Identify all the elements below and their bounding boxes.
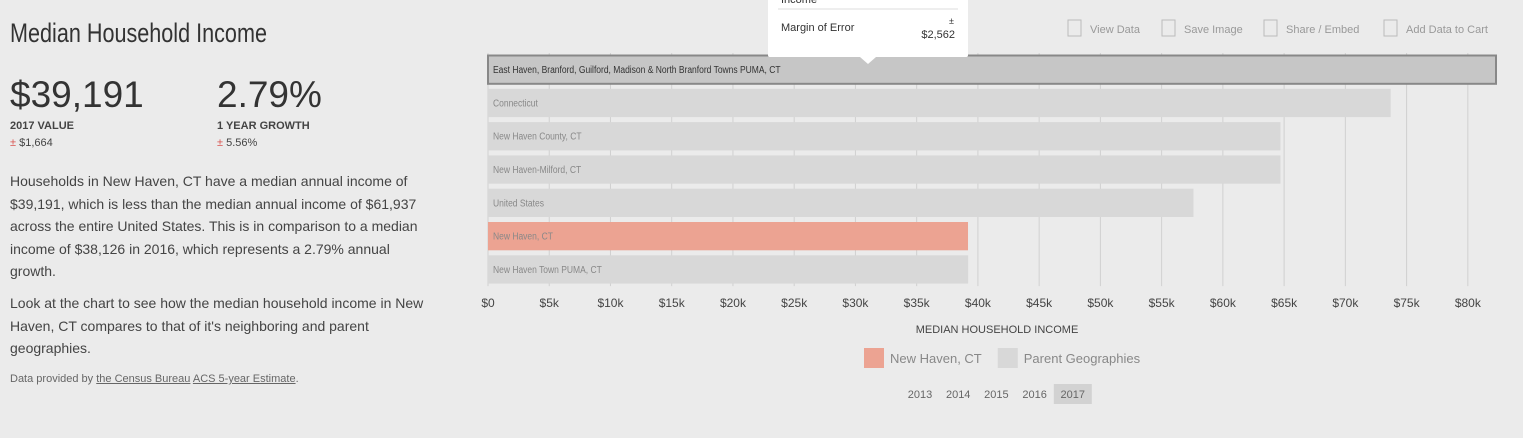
legend-swatch — [997, 348, 1018, 368]
paragraph: Households in New Haven, CT have a media… — [10, 173, 418, 280]
x-tick-label: $80k — [1455, 296, 1482, 310]
tooltip — [768, 0, 968, 57]
toolbar-icon — [1383, 19, 1398, 37]
x-tick-label: $55k — [1149, 296, 1176, 310]
bar — [488, 255, 969, 284]
toolbar-icon — [1067, 19, 1082, 37]
stat: $39,191 2017 VALUE ± $1,664 — [10, 74, 144, 149]
year-button[interactable]: 2013 — [908, 389, 932, 401]
year-button[interactable]: 2014 — [946, 389, 970, 401]
x-tick-label: $75k — [1394, 296, 1421, 310]
year-button[interactable]: 2017 — [1061, 389, 1085, 401]
bar — [487, 54, 1497, 85]
x-tick-label: $35k — [904, 296, 931, 310]
bar-label: New Haven Town PUMA, CT — [493, 264, 602, 275]
toolbar-icon — [1161, 19, 1176, 37]
tooltip-plus-minus: ± — [949, 16, 954, 26]
x-tick-label: $40k — [965, 296, 992, 310]
stat-value: $39,191 — [10, 74, 144, 115]
x-tick-label: $5k — [540, 296, 560, 310]
bar — [488, 88, 1391, 118]
toolbar-button[interactable]: Save Image — [1184, 24, 1243, 36]
toolbar-button[interactable]: Add Data to Cart — [1406, 24, 1488, 36]
legend-label: New Haven, CT — [890, 351, 982, 366]
title: Median Household Income — [10, 18, 267, 48]
stat-value: 2.79% — [217, 74, 322, 115]
stat: 2.79% 1 YEAR GROWTH ± 5.56% — [217, 74, 322, 149]
paragraph: Look at the chart to see how the median … — [10, 295, 424, 357]
source-suffix: . — [295, 373, 299, 385]
bar-label: Connecticut — [493, 98, 538, 109]
bar — [488, 155, 1281, 184]
tooltip-heading: Income — [781, 0, 817, 6]
x-tick-label: $65k — [1271, 296, 1298, 310]
x-tick-label: $10k — [597, 296, 624, 310]
plus-minus: ± — [10, 137, 17, 149]
x-tick-label: $20k — [720, 296, 747, 310]
x-tick-label: $45k — [1026, 296, 1053, 310]
bar — [488, 188, 1194, 217]
toolbar-button[interactable]: View Data — [1090, 24, 1141, 36]
year-selected-bg — [1053, 384, 1092, 404]
stat-error: ± 5.56% — [217, 137, 322, 149]
stat-label: 1 YEAR GROWTH — [217, 120, 310, 132]
plus-minus: ± — [217, 137, 224, 149]
x-tick-label: $15k — [659, 296, 686, 310]
bar — [488, 122, 1281, 151]
x-tick-label: $60k — [1210, 296, 1237, 310]
source-link[interactable]: ACS 5-year Estimate — [192, 373, 296, 385]
bar-label: New Haven-Milford, CT — [493, 164, 581, 175]
error: $1,664 — [19, 137, 53, 149]
bar-label: New Haven, CT — [493, 231, 553, 242]
x-tick-label: $25k — [781, 296, 808, 310]
source: Data provided by the Census Bureau ACS 5… — [10, 373, 299, 385]
toolbar-button[interactable]: Share / Embed — [1286, 24, 1359, 36]
tooltip-pointer — [860, 57, 876, 64]
legend-label: Parent Geographies — [1024, 351, 1141, 366]
stat-label: 2017 VALUE — [10, 120, 74, 132]
tooltip-value: $2,562 — [921, 29, 955, 41]
legend-swatch — [864, 348, 884, 368]
toolbar-icon — [1263, 19, 1278, 37]
source-link[interactable]: the Census Bureau — [96, 373, 191, 385]
tooltip-row-label: Margin of Error — [781, 22, 855, 34]
bar-label: East Haven, Branford, Guilford, Madison … — [493, 65, 781, 76]
source-prefix: Data provided by — [10, 373, 94, 385]
x-axis-title: MEDIAN HOUSEHOLD INCOME — [916, 324, 1079, 336]
year-button[interactable]: 2016 — [1022, 389, 1046, 401]
x-tick-label: $70k — [1332, 296, 1359, 310]
x-tick-label: $50k — [1087, 296, 1114, 310]
bar-label: United States — [493, 198, 544, 209]
bar-label: New Haven County, CT — [493, 131, 582, 142]
error: 5.56% — [226, 137, 258, 149]
x-tick-label: $0 — [481, 296, 495, 310]
stat-error: ± $1,664 — [10, 137, 144, 149]
year-button[interactable]: 2015 — [984, 389, 1008, 401]
x-tick-label: $30k — [842, 296, 869, 310]
bar — [488, 222, 969, 251]
